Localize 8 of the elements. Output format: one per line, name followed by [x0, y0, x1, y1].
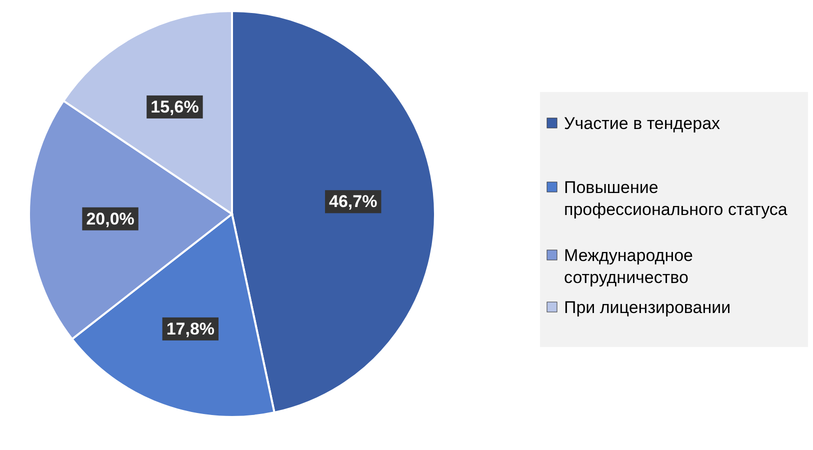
legend-label: При лицензировании: [564, 298, 731, 317]
legend-label: Международное сотрудничество: [564, 246, 694, 287]
data-label: 46,7%: [329, 192, 378, 212]
data-label: 15,6%: [150, 97, 199, 116]
data-label: 17,8%: [166, 319, 215, 338]
legend-label: Участие в тендерах: [564, 114, 721, 133]
legend-label: Повышение профессионального статуса: [564, 178, 788, 219]
data-label: 20,0%: [86, 209, 134, 228]
